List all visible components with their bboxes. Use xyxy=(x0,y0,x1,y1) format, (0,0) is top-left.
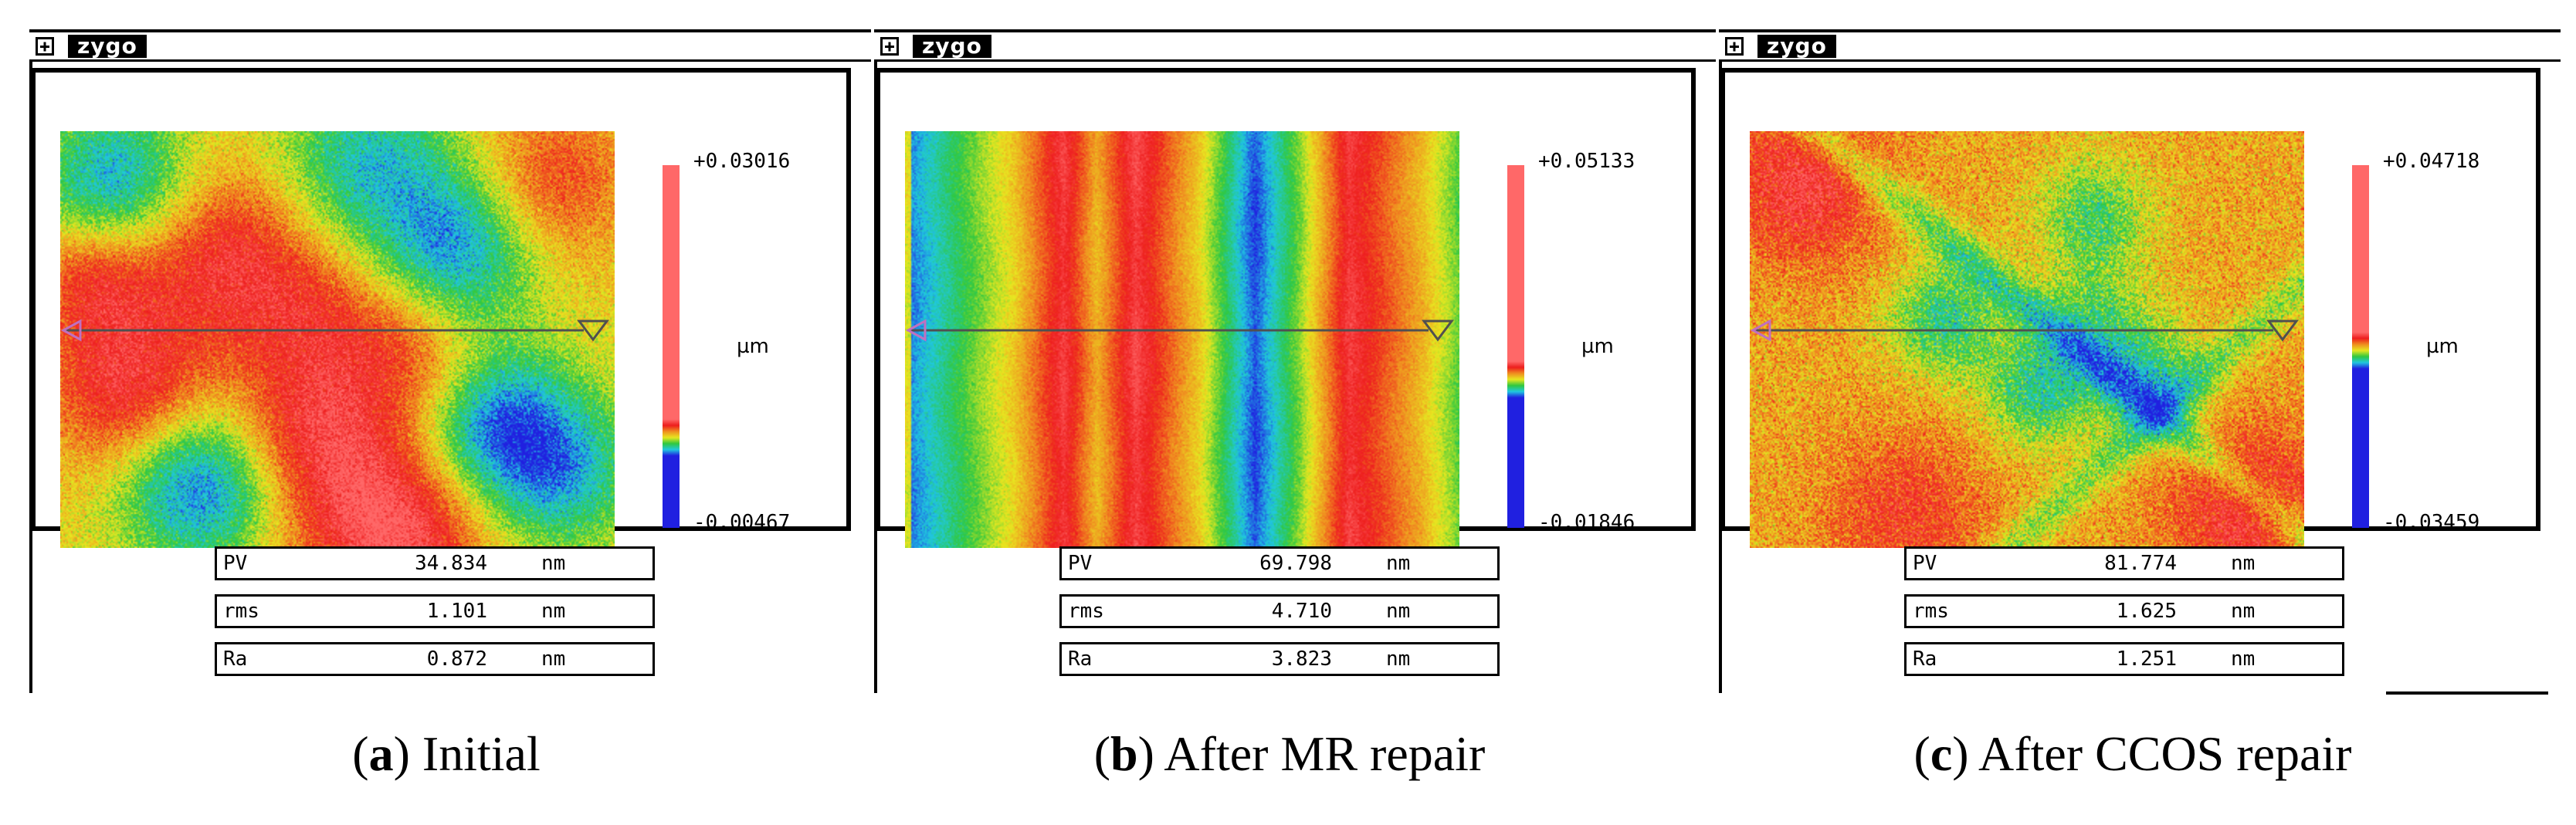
color-scale-bar xyxy=(2352,165,2369,528)
statistics-table: PV 69.798 nm rms 4.710 nm Ra 3.823 nm xyxy=(1059,546,1500,690)
stat-row-pv: PV 69.798 nm xyxy=(1059,546,1500,580)
profile-start-handle-icon[interactable] xyxy=(1750,319,1771,342)
profile-start-handle-icon[interactable] xyxy=(60,319,82,342)
stat-value: 69.798 xyxy=(1259,552,1332,575)
stat-value: 0.872 xyxy=(426,647,487,671)
stat-unit: nm xyxy=(541,647,566,671)
surface-height-map xyxy=(1750,131,2304,548)
window-menu-icon[interactable] xyxy=(1725,37,1744,56)
scale-min-value: -0.01846 xyxy=(1538,511,1635,534)
stat-row-pv: PV 81.774 nm xyxy=(1904,546,2344,580)
profile-line[interactable] xyxy=(905,131,1459,548)
profile-end-handle-icon[interactable] xyxy=(2266,320,2299,342)
app-name-label: zygo xyxy=(68,35,147,58)
surface-height-map xyxy=(905,131,1459,548)
stat-value: 1.251 xyxy=(2116,647,2177,671)
surface-height-map xyxy=(60,131,615,548)
stat-row-rms: rms 1.625 nm xyxy=(1904,594,2344,628)
caption-letter: b xyxy=(1110,726,1138,781)
profile-start-handle-icon[interactable] xyxy=(905,319,927,342)
stat-value: 81.774 xyxy=(2104,552,2177,575)
stat-name: rms xyxy=(223,600,259,623)
scale-max-value: +0.03016 xyxy=(693,150,791,173)
window-title-bar: zygo xyxy=(29,29,871,62)
scale-min-value: -0.00467 xyxy=(693,511,791,534)
statistics-table: PV 34.834 nm rms 1.101 nm Ra 0.872 nm xyxy=(215,546,655,690)
stat-row-ra: Ra 3.823 nm xyxy=(1059,642,1500,676)
profile-end-handle-icon[interactable] xyxy=(577,320,609,342)
caption-letter: a xyxy=(368,726,394,781)
stat-value: 3.823 xyxy=(1271,647,1332,671)
stat-name: rms xyxy=(1068,600,1104,623)
caption-c: (c) After CCOS repair xyxy=(1913,726,2352,781)
window-title-bar: zygo xyxy=(1719,29,2561,62)
caption-text: After MR repair xyxy=(1154,726,1486,781)
scale-unit: µm xyxy=(1581,335,1614,358)
stat-unit: nm xyxy=(541,552,566,575)
stat-row-pv: PV 34.834 nm xyxy=(215,546,655,580)
caption-b: (b) After MR repair xyxy=(1093,726,1486,781)
profile-line[interactable] xyxy=(60,131,615,548)
scale-unit: µm xyxy=(737,335,769,358)
stat-unit: nm xyxy=(2231,600,2256,623)
stat-name: PV xyxy=(223,552,248,575)
surface-map-frame: +0.05133 µm -0.01846 xyxy=(876,68,1696,548)
stat-unit: nm xyxy=(1386,600,1411,623)
stat-name: Ra xyxy=(223,647,248,671)
measurement-panel-b: zygo +0.05133 µm -0.01846 PV 69.798 nm r… xyxy=(874,29,1716,693)
app-name-label: zygo xyxy=(1757,35,1836,58)
stat-row-ra: Ra 0.872 nm xyxy=(215,642,655,676)
stat-value: 4.710 xyxy=(1271,600,1332,623)
scale-max-value: +0.04718 xyxy=(2383,150,2480,173)
scale-max-value: +0.05133 xyxy=(1538,150,1635,173)
stat-value: 1.101 xyxy=(426,600,487,623)
stat-row-rms: rms 4.710 nm xyxy=(1059,594,1500,628)
stat-unit: nm xyxy=(2231,552,2256,575)
caption-letter: c xyxy=(1930,726,1953,781)
stat-unit: nm xyxy=(1386,647,1411,671)
divider-line xyxy=(2386,691,2548,695)
color-scale-bar xyxy=(1507,165,1524,528)
stat-unit: nm xyxy=(1386,552,1411,575)
stat-row-rms: rms 1.101 nm xyxy=(215,594,655,628)
surface-map-frame: +0.04718 µm -0.03459 xyxy=(1720,68,2540,548)
scale-unit: µm xyxy=(2426,335,2459,358)
stat-unit: nm xyxy=(541,600,566,623)
window-title-bar: zygo xyxy=(874,29,1716,62)
window-menu-icon[interactable] xyxy=(880,37,899,56)
caption-text: Initial xyxy=(409,726,541,781)
stat-value: 34.834 xyxy=(415,552,487,575)
profile-end-handle-icon[interactable] xyxy=(1422,320,1454,342)
stat-row-ra: Ra 1.251 nm xyxy=(1904,642,2344,676)
stat-name: PV xyxy=(1913,552,1937,575)
stat-name: Ra xyxy=(1068,647,1093,671)
statistics-table: PV 81.774 nm rms 1.625 nm Ra 1.251 nm xyxy=(1904,546,2344,690)
stat-name: PV xyxy=(1068,552,1093,575)
stat-value: 1.625 xyxy=(2116,600,2177,623)
window-menu-icon[interactable] xyxy=(36,37,54,56)
measurement-panel-a: zygo +0.03016 µm -0.00467 PV 34.834 nm r… xyxy=(29,29,871,693)
caption-text: After CCOS repair xyxy=(1968,726,2352,781)
app-name-label: zygo xyxy=(913,35,991,58)
profile-line[interactable] xyxy=(1750,131,2304,548)
scale-min-value: -0.03459 xyxy=(2383,511,2480,534)
caption-a: (a) Initial xyxy=(352,726,541,781)
stat-name: rms xyxy=(1913,600,1949,623)
measurement-panel-c: zygo +0.04718 µm -0.03459 PV 81.774 nm r… xyxy=(1719,29,2561,693)
stat-name: Ra xyxy=(1913,647,1937,671)
surface-map-frame: +0.03016 µm -0.00467 xyxy=(31,68,851,548)
color-scale-bar xyxy=(663,165,680,528)
stat-unit: nm xyxy=(2231,647,2256,671)
